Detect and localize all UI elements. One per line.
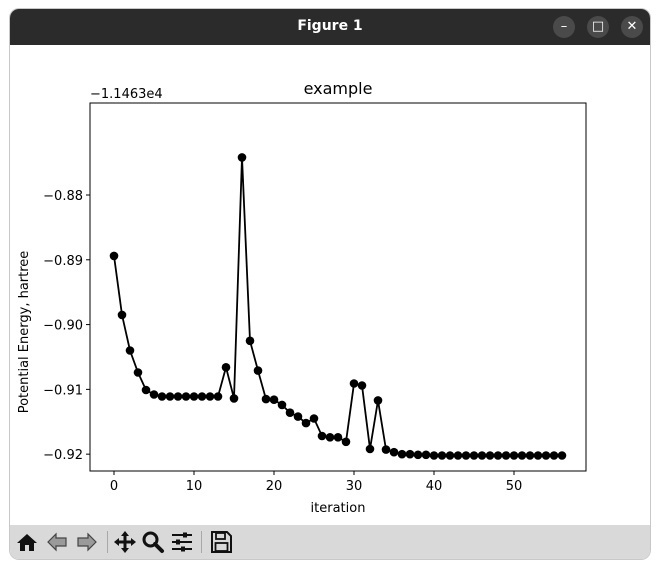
data-point bbox=[493, 451, 503, 460]
data-point bbox=[557, 451, 567, 460]
y-offset-text: −1.1463e4 bbox=[90, 87, 163, 102]
data-point bbox=[285, 408, 295, 418]
data-point bbox=[469, 451, 479, 460]
x-tick-label: 40 bbox=[426, 479, 443, 494]
data-point bbox=[501, 451, 511, 460]
save-icon[interactable] bbox=[207, 528, 235, 556]
data-point bbox=[437, 451, 447, 460]
y-tick-label: −0.92 bbox=[43, 448, 83, 463]
data-point bbox=[301, 418, 311, 428]
data-point bbox=[413, 450, 423, 460]
toolbar-separator bbox=[201, 531, 202, 553]
data-point bbox=[213, 392, 223, 401]
minimize-icon: – bbox=[560, 19, 568, 34]
data-point bbox=[389, 447, 399, 457]
axes-frame bbox=[89, 102, 587, 472]
data-point bbox=[221, 363, 231, 372]
window-title: Figure 1 bbox=[297, 18, 363, 34]
data-point bbox=[477, 451, 487, 460]
data-point bbox=[357, 381, 367, 390]
data-point bbox=[229, 394, 239, 403]
y-tick-label: −0.88 bbox=[43, 189, 83, 204]
plot-canvas: example −1.1463e4 0 10 20 30 40 50 −0.88 −0.89 −… bbox=[17, 79, 587, 516]
data-point bbox=[365, 444, 375, 454]
data-point bbox=[117, 310, 127, 320]
data-point bbox=[525, 451, 535, 460]
data-point bbox=[245, 336, 255, 346]
data-point bbox=[373, 396, 383, 405]
data-point bbox=[485, 451, 495, 460]
y-tick-label: −0.91 bbox=[43, 383, 83, 398]
data-point bbox=[421, 450, 431, 460]
data-point bbox=[445, 451, 455, 460]
back-icon[interactable] bbox=[43, 528, 71, 556]
minimize-button[interactable]: – bbox=[553, 16, 575, 38]
data-point bbox=[149, 390, 159, 399]
x-tick-label: 20 bbox=[266, 479, 283, 494]
close-icon: ✕ bbox=[626, 19, 638, 34]
data-point bbox=[141, 385, 151, 395]
data-point bbox=[261, 394, 271, 404]
x-tick-label: 10 bbox=[186, 479, 203, 494]
data-point bbox=[133, 368, 143, 377]
title-bar: Figure 1 – □ ✕ bbox=[10, 9, 650, 45]
y-tick-label: −0.89 bbox=[43, 254, 83, 269]
maximize-button[interactable]: □ bbox=[587, 16, 609, 38]
data-point bbox=[269, 395, 279, 405]
data-point bbox=[405, 449, 415, 459]
data-point bbox=[165, 392, 175, 401]
data-point bbox=[453, 451, 463, 460]
data-point bbox=[189, 392, 199, 401]
x-tick-label: 50 bbox=[506, 479, 523, 494]
x-axis-label: iteration bbox=[311, 501, 366, 516]
data-point bbox=[277, 400, 287, 410]
pan-icon[interactable] bbox=[111, 528, 139, 556]
y-tick-label: −0.90 bbox=[43, 319, 83, 334]
data-point bbox=[549, 451, 559, 460]
data-point bbox=[397, 449, 407, 459]
toolbar-separator bbox=[107, 531, 108, 553]
data-point bbox=[197, 392, 207, 401]
configure-subplots-icon[interactable] bbox=[168, 528, 196, 556]
data-point bbox=[509, 451, 519, 460]
close-button[interactable]: ✕ bbox=[621, 16, 643, 38]
figure-window: Figure 1 – □ ✕ example −1.1463e4 0 10 20 30… bbox=[10, 9, 650, 559]
x-tick-label: 30 bbox=[346, 479, 363, 494]
maximize-icon: □ bbox=[591, 19, 605, 34]
navigation-toolbar bbox=[10, 525, 650, 559]
data-point bbox=[349, 379, 359, 388]
data-point bbox=[309, 414, 319, 423]
data-point bbox=[173, 392, 183, 401]
data-point bbox=[517, 451, 527, 460]
data-point bbox=[317, 431, 327, 441]
data-point bbox=[125, 346, 135, 355]
data-point bbox=[541, 451, 551, 460]
data-point bbox=[253, 366, 263, 375]
data-point bbox=[293, 412, 303, 421]
data-point bbox=[381, 445, 391, 454]
x-tick-label: 0 bbox=[110, 479, 118, 494]
data-point bbox=[461, 451, 471, 460]
data-point bbox=[341, 437, 351, 447]
data-point bbox=[325, 433, 335, 442]
chart-title: example bbox=[304, 79, 373, 98]
data-point bbox=[109, 251, 119, 261]
data-point bbox=[533, 451, 543, 460]
data-point bbox=[157, 392, 167, 401]
data-point bbox=[181, 392, 191, 401]
forward-icon[interactable] bbox=[73, 528, 101, 556]
zoom-icon[interactable] bbox=[139, 528, 167, 556]
data-point bbox=[333, 433, 343, 442]
y-axis-label: Potential Energy, hartree bbox=[17, 251, 32, 414]
data-point bbox=[205, 392, 215, 401]
home-icon[interactable] bbox=[13, 528, 41, 556]
data-point bbox=[429, 451, 439, 460]
data-point bbox=[237, 153, 247, 162]
plot-area: 0 10 20 30 40 50 −0.88 −0.89 −0.90 −0.91 −0.92 bbox=[43, 102, 587, 494]
